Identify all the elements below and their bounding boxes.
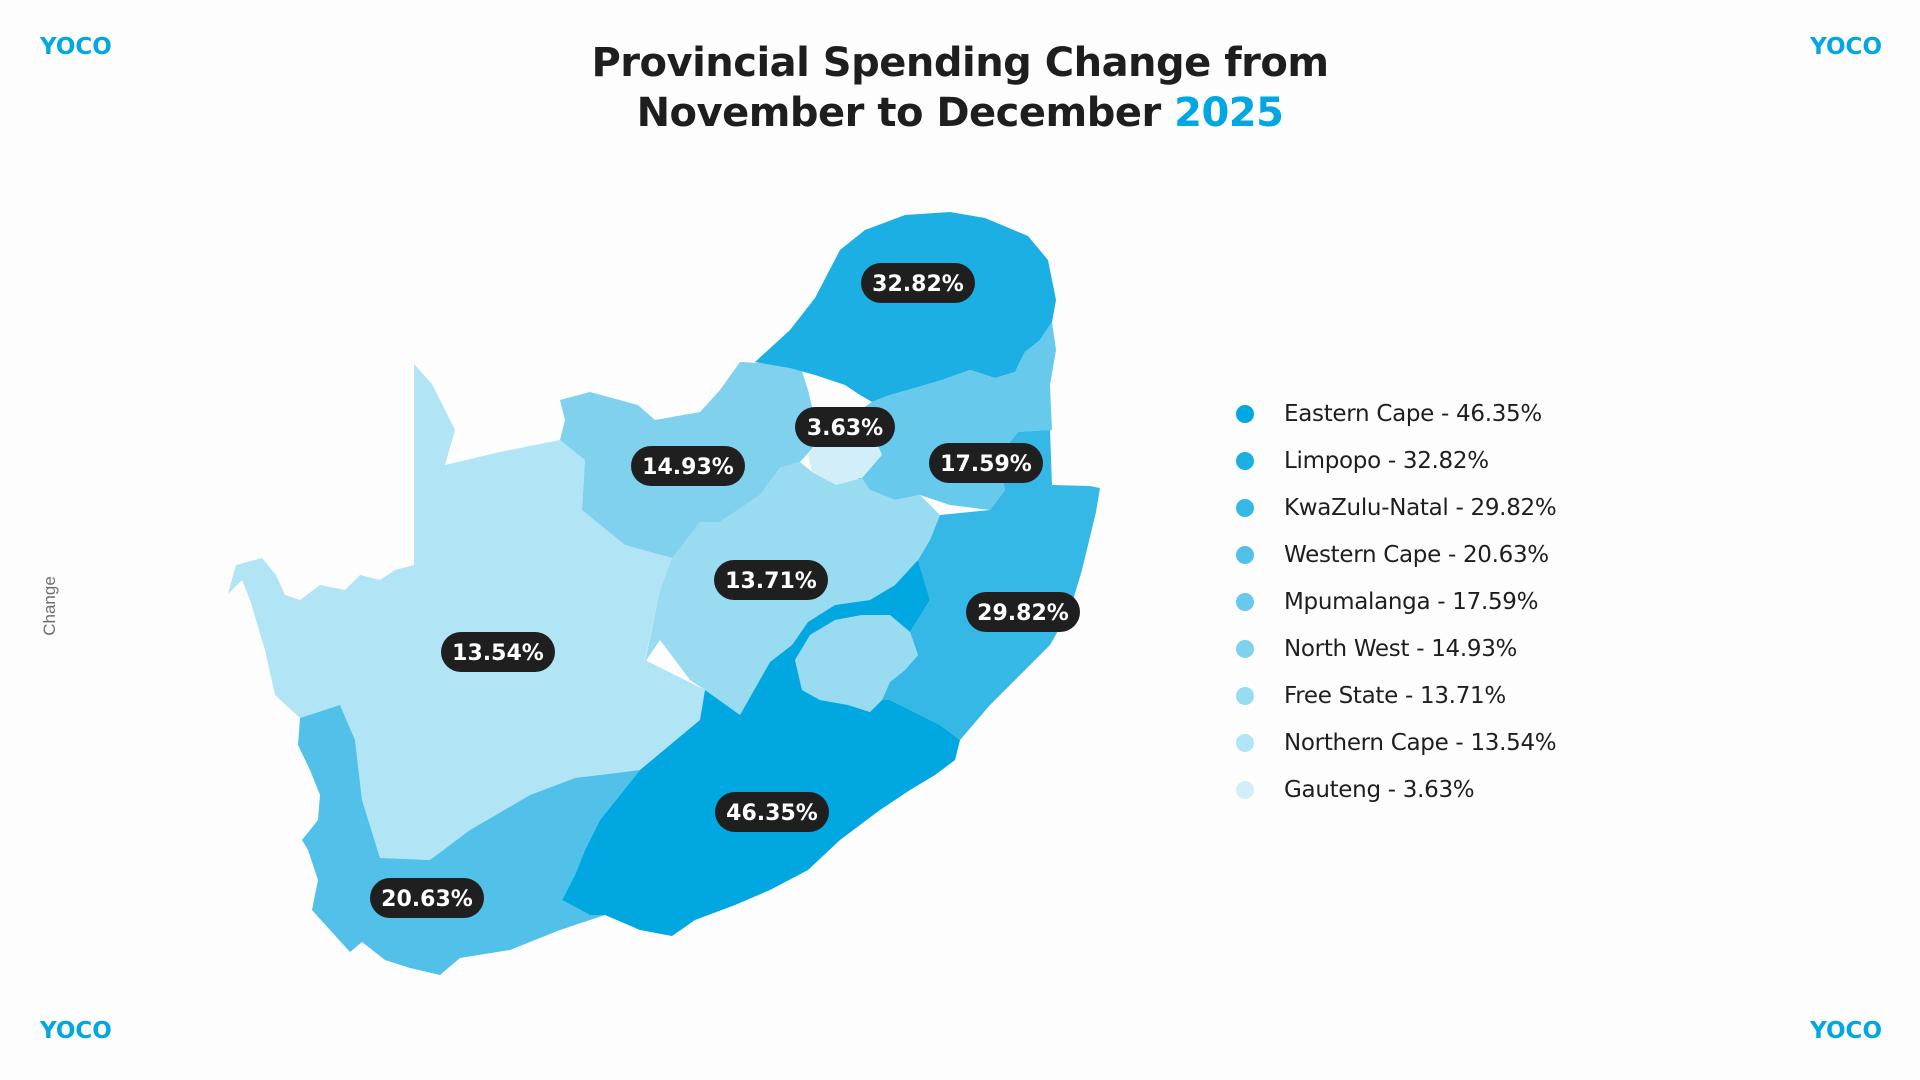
- legend-label: Eastern Cape - 46.35%: [1284, 400, 1542, 427]
- value-label-pill: [795, 407, 895, 447]
- value-label-pill: [631, 446, 745, 486]
- title-line-1: Provincial Spending Change from: [591, 40, 1329, 86]
- legend-label: Northern Cape - 13.54%: [1284, 729, 1557, 756]
- legend-item: KwaZulu-Natal - 29.82%: [1236, 484, 1557, 531]
- yoco-logo-bottom-right: YOCO: [1810, 1018, 1882, 1044]
- value-label-pill: [861, 263, 975, 303]
- value-labels: 32.82% 3.63% 14.93% 17.59% 13.71% 29.82% 13.54…: [370, 263, 1080, 918]
- value-label-eastern-cape: 46.35%: [715, 792, 829, 832]
- value-label-north-west: 14.93%: [631, 446, 745, 486]
- legend: Eastern Cape - 46.35% Limpopo - 32.82% Kwa…: [1236, 390, 1557, 813]
- title-line-2-text: November to December: [636, 90, 1175, 136]
- value-label-text: 20.63%: [381, 887, 473, 912]
- region-eastern-cape: [562, 560, 960, 936]
- legend-item: Limpopo - 32.82%: [1236, 437, 1556, 484]
- value-label-pill: [966, 592, 1080, 632]
- value-label-limpopo: 32.82%: [861, 263, 975, 303]
- legend-swatch: [1236, 780, 1254, 799]
- title-line-2: November to December 2025: [0, 88, 1920, 138]
- value-label-free-state: 13.71%: [714, 560, 828, 600]
- legend-swatch: [1236, 498, 1254, 517]
- value-label-text: 14.93%: [642, 455, 734, 480]
- legend-item: Gauteng - 3.63%: [1236, 766, 1556, 813]
- value-label-text: 32.82%: [872, 272, 964, 297]
- value-label-kwazulu-natal: 29.82%: [966, 592, 1080, 632]
- legend-swatch: [1236, 451, 1254, 470]
- value-label-mpumalanga: 17.59%: [929, 443, 1043, 483]
- legend-swatch: [1236, 686, 1254, 705]
- region-mpumalanga: [848, 322, 1056, 510]
- yoco-logo-top-left: YOCO: [40, 34, 112, 60]
- value-label-text: 46.35%: [726, 801, 818, 826]
- yoco-logo-bottom-left: YOCO: [40, 1018, 112, 1044]
- value-label-text: 13.71%: [725, 569, 817, 594]
- legend-item: Eastern Cape - 46.35%: [1236, 390, 1556, 437]
- value-label-pill: [715, 792, 829, 832]
- legend-label: North West - 14.93%: [1284, 635, 1518, 662]
- value-label-text: 29.82%: [977, 601, 1069, 626]
- region-kwazulu-natal: [882, 430, 1100, 740]
- legend-label: KwaZulu-Natal - 29.82%: [1284, 494, 1557, 521]
- legend-item: Western Cape - 20.63%: [1236, 531, 1556, 578]
- legend-item: Northern Cape - 13.54%: [1236, 719, 1557, 766]
- yoco-logo-top-right: YOCO: [1810, 34, 1882, 60]
- region-northern-cape: [228, 364, 705, 860]
- legend-item: Free State - 13.71%: [1236, 672, 1556, 719]
- legend-swatch: [1236, 545, 1254, 564]
- value-label-gauteng: 3.63%: [795, 407, 895, 447]
- legend-label: Free State - 13.71%: [1284, 682, 1506, 709]
- value-label-pill: [929, 443, 1043, 483]
- legend-label: Gauteng - 3.63%: [1284, 776, 1475, 803]
- legend-label: Limpopo - 32.82%: [1284, 447, 1489, 474]
- value-label-text: 13.54%: [452, 641, 544, 666]
- region-limpopo: [755, 212, 1056, 402]
- legend-label: Western Cape - 20.63%: [1284, 541, 1549, 568]
- legend-swatch: [1236, 733, 1254, 752]
- title-year: 2025: [1174, 90, 1284, 136]
- value-label-western-cape: 20.63%: [370, 878, 484, 918]
- legend-swatch: [1236, 639, 1254, 658]
- legend-item: Mpumalanga - 17.59%: [1236, 578, 1556, 625]
- legend-item: North West - 14.93%: [1236, 625, 1556, 672]
- legend-swatch: [1236, 592, 1254, 611]
- value-label-text: 17.59%: [940, 452, 1032, 477]
- value-label-northern-cape: 13.54%: [441, 632, 555, 672]
- value-label-pill: [370, 878, 484, 918]
- page-title: Provincial Spending Change from November…: [0, 38, 1920, 138]
- value-label-pill: [441, 632, 555, 672]
- legend-swatch: [1236, 404, 1254, 423]
- legend-label: Mpumalanga - 17.59%: [1284, 588, 1539, 615]
- value-label-pill: [714, 560, 828, 600]
- value-label-text: 3.63%: [807, 416, 883, 441]
